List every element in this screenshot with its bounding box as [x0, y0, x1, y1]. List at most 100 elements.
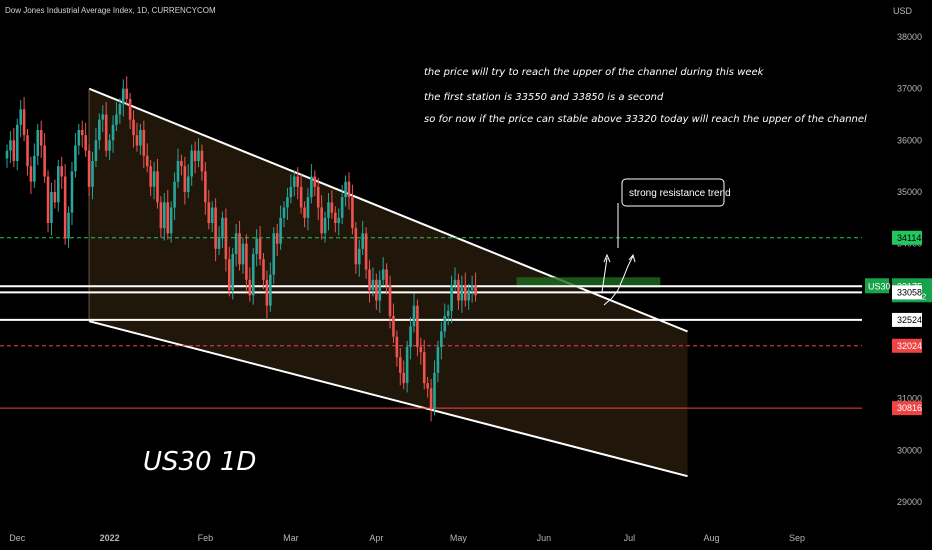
candle-body [19, 109, 22, 125]
y-tick-label: 36000 [897, 135, 922, 145]
candle-body [166, 202, 170, 234]
price-tags: 34114US303317509:21:42330583252432024308… [865, 230, 932, 416]
candle-body [176, 161, 180, 182]
candle-body [371, 279, 375, 291]
candle-body [409, 326, 412, 347]
y-axis[interactable]: 2900030000310003200033000340003500036000… [897, 32, 922, 507]
candle-body [9, 140, 12, 151]
symbol-tag-text: US30 [868, 281, 891, 291]
candle-body [193, 150, 197, 161]
candle-body [405, 347, 409, 384]
candle-body [344, 181, 347, 198]
resistance-zone[interactable] [516, 277, 661, 288]
candle-body [228, 259, 231, 291]
currency-label: USD [893, 6, 913, 16]
candle-body [351, 197, 354, 229]
candle-body [29, 166, 33, 182]
candle-body [231, 254, 235, 291]
candle-body [57, 166, 60, 203]
candle-body [269, 274, 272, 306]
candle-body [217, 238, 221, 249]
candle-body [412, 305, 416, 327]
x-tick-label: Sep [789, 533, 805, 543]
candle-body [80, 130, 84, 136]
candle-body [334, 212, 337, 223]
candle-body [91, 161, 94, 187]
candle-body [121, 88, 125, 105]
price-tag-text: 33058 [897, 287, 922, 297]
candles [5, 76, 477, 422]
candle-body [330, 202, 334, 213]
price-tag-text: 32524 [897, 315, 922, 325]
candle-body [292, 176, 296, 187]
annotation-line-3: so for now if the price can stable above… [424, 114, 867, 125]
x-tick-label: May [450, 533, 468, 543]
callout-box[interactable] [621, 178, 725, 207]
candle-body [74, 145, 77, 172]
price-tag-32024[interactable] [892, 338, 922, 353]
annotation-line-1: the price will try to reach the upper of… [424, 67, 765, 78]
y-tick-label: 31000 [897, 394, 922, 404]
candle-body [470, 285, 474, 291]
candle-body [200, 150, 204, 172]
candle-body [145, 155, 149, 167]
projection-arrowhead-2 [628, 253, 636, 263]
candle-body [450, 285, 453, 311]
candle-body [101, 114, 105, 120]
candle-body [204, 171, 207, 203]
candle-body [173, 181, 176, 208]
candle-body [463, 285, 467, 301]
x-tick-label: Mar [283, 533, 299, 543]
candle-body [132, 119, 135, 136]
price-tag-33058[interactable] [892, 285, 922, 300]
candle-body [299, 186, 303, 208]
candle-body [26, 135, 29, 167]
candle-body [234, 233, 238, 254]
candle-body [159, 202, 163, 229]
channel-upper-line[interactable] [88, 87, 688, 333]
candle-body [128, 99, 132, 120]
candle-body [60, 166, 64, 177]
price-tag-30816[interactable] [892, 401, 922, 416]
candle-body [104, 114, 108, 151]
candle-body [156, 171, 159, 203]
candle-body [457, 279, 460, 301]
candle-body [139, 130, 142, 146]
y-tick-label: 29000 [897, 497, 922, 507]
price-tag-text: 34114 [897, 233, 921, 243]
candle-body [340, 197, 344, 218]
candle-body [385, 269, 388, 285]
price-tag-32524[interactable] [892, 312, 922, 327]
channel-lower-line[interactable] [88, 320, 688, 478]
y-tick-label: 30000 [897, 445, 922, 455]
projection-path-2 [603, 255, 634, 306]
candle-body [347, 181, 351, 198]
candle-body [388, 285, 392, 316]
candle-body [135, 135, 139, 146]
candle-body [327, 202, 330, 218]
candle-body [12, 140, 16, 161]
candle-body [87, 150, 91, 187]
candle-body [296, 176, 299, 187]
candle-body [443, 316, 447, 332]
symbol-tag[interactable] [865, 278, 889, 294]
candle-body [419, 347, 423, 353]
candle-body [63, 176, 67, 239]
candle-body [255, 238, 258, 254]
price-tag-34114[interactable] [892, 230, 922, 245]
x-tick-label: Feb [198, 533, 214, 543]
candle-body [426, 383, 429, 389]
candle-body [125, 88, 128, 99]
candle-body [357, 248, 361, 265]
candle-body [50, 192, 53, 223]
candle-body [316, 186, 320, 208]
candle-body [395, 336, 399, 358]
candle-body [108, 140, 111, 151]
candle-body [399, 357, 402, 373]
x-axis[interactable]: Dec 2022 Feb Mar Apr May Jun Jul Aug Sep [9, 533, 805, 543]
candle-body [43, 145, 46, 177]
candle-body [303, 207, 306, 218]
candle-body [446, 310, 450, 316]
candle-body [115, 114, 118, 125]
